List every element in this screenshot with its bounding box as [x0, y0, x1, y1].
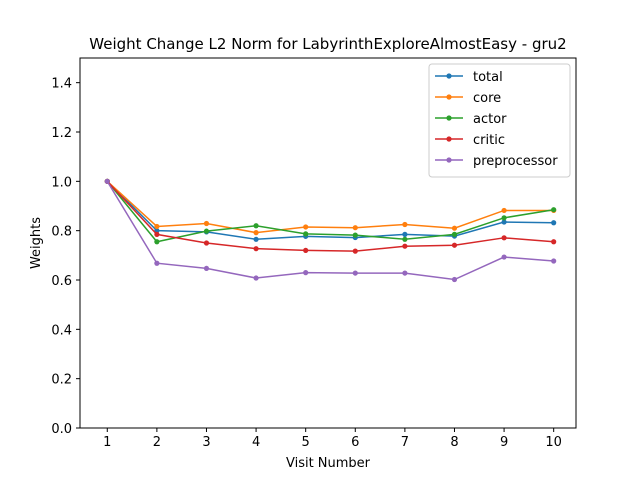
data-point-preprocessor — [501, 254, 507, 260]
legend-item-preprocessor: preprocessor — [435, 154, 558, 169]
series-total — [104, 178, 557, 242]
data-point-core — [402, 221, 408, 228]
legend-item-core: core — [435, 91, 501, 106]
data-point-critic — [402, 243, 408, 249]
legend-swatch-marker — [446, 115, 452, 121]
x-tick-label: 2 — [153, 435, 161, 450]
y-tick-label: 0.8 — [51, 225, 72, 240]
data-point-actor — [154, 239, 160, 245]
legend-item-actor: actor — [435, 112, 507, 127]
y-axis-label: Weights — [29, 217, 44, 269]
data-point-preprocessor — [253, 275, 259, 281]
y-tick-label: 1.4 — [51, 77, 72, 92]
data-point-actor — [303, 231, 309, 237]
data-point-critic — [253, 246, 259, 252]
x-tick-label: 1 — [103, 435, 111, 450]
series-line-actor — [106, 180, 554, 243]
plot-area — [104, 178, 557, 283]
y-axis: 0.0 0.2 0.4 0.6 0.8 1.0 1.2 1.4 — [51, 77, 80, 437]
y-tick-label: 0.2 — [51, 373, 72, 388]
x-tick-label: 6 — [351, 435, 359, 450]
legend-label: critic — [473, 133, 505, 148]
data-point-actor — [451, 231, 458, 237]
y-tick-label: 0.4 — [51, 323, 72, 338]
x-axis: 1 2 3 4 5 6 7 8 9 10 — [103, 428, 562, 450]
series-line-total — [106, 180, 554, 241]
legend-item-total: total — [435, 70, 503, 85]
x-tick-label: 7 — [401, 435, 409, 450]
data-point-actor — [402, 236, 408, 242]
data-point-actor — [253, 223, 259, 229]
y-tick-label: 0.0 — [51, 422, 72, 437]
series-line-core — [106, 180, 554, 234]
series-preprocessor — [104, 178, 557, 283]
data-point-actor — [501, 215, 507, 221]
data-point-total — [551, 220, 557, 226]
legend: total core actor critic preprocessor — [428, 63, 571, 178]
data-point-preprocessor — [551, 258, 557, 264]
data-point-actor — [352, 232, 358, 238]
legend-item-critic: critic — [435, 133, 505, 148]
data-point-core — [203, 220, 210, 227]
data-point-core — [154, 223, 160, 230]
data-point-core — [352, 225, 358, 231]
data-point-preprocessor — [303, 270, 309, 276]
data-point-critic — [501, 235, 507, 241]
data-point-total — [501, 219, 507, 225]
data-point-critic — [551, 239, 557, 245]
data-point-actor — [551, 207, 557, 213]
chart-title: Weight Change L2 Norm for LabyrinthExplo… — [89, 35, 566, 53]
x-tick-label: 5 — [302, 435, 310, 450]
x-tick-label: 4 — [252, 435, 260, 450]
x-tick-label: 10 — [545, 435, 562, 450]
y-tick-label: 0.6 — [51, 274, 72, 289]
data-point-core — [253, 230, 259, 236]
legend-swatch-marker — [446, 73, 452, 79]
legend-swatch-marker — [446, 136, 452, 142]
legend-label: actor — [473, 112, 507, 127]
y-tick-label: 1.0 — [51, 175, 72, 190]
plot-frame — [79, 57, 577, 429]
series-line-critic — [106, 180, 554, 252]
data-point-critic — [203, 240, 210, 246]
data-point-preprocessor — [104, 178, 110, 184]
data-point-critic — [451, 242, 458, 248]
data-point-critic — [303, 247, 309, 253]
series-actor — [104, 178, 557, 245]
data-point-critic — [154, 231, 160, 237]
data-point-critic — [352, 248, 358, 254]
data-point-preprocessor — [402, 270, 408, 276]
data-point-actor — [203, 228, 210, 234]
data-point-preprocessor — [451, 276, 458, 283]
series-line-preprocessor — [106, 180, 554, 281]
x-tick-label: 8 — [450, 435, 458, 450]
legend-label: preprocessor — [473, 154, 558, 169]
legend-label: core — [473, 91, 501, 106]
data-point-core — [501, 207, 507, 214]
data-point-core — [451, 225, 458, 231]
legend-swatch-marker — [446, 157, 452, 163]
data-point-total — [253, 236, 259, 242]
data-point-preprocessor — [352, 270, 358, 276]
data-point-core — [303, 224, 309, 230]
x-tick-label: 9 — [500, 435, 508, 450]
legend-box — [428, 63, 571, 178]
data-point-preprocessor — [203, 265, 210, 272]
data-point-preprocessor — [154, 260, 160, 266]
legend-swatch-marker — [446, 94, 452, 100]
x-tick-label: 3 — [202, 435, 210, 450]
x-axis-label: Visit Number — [286, 456, 371, 471]
legend-label: total — [473, 70, 503, 85]
data-point-total — [402, 231, 408, 237]
y-tick-label: 1.2 — [51, 126, 72, 141]
